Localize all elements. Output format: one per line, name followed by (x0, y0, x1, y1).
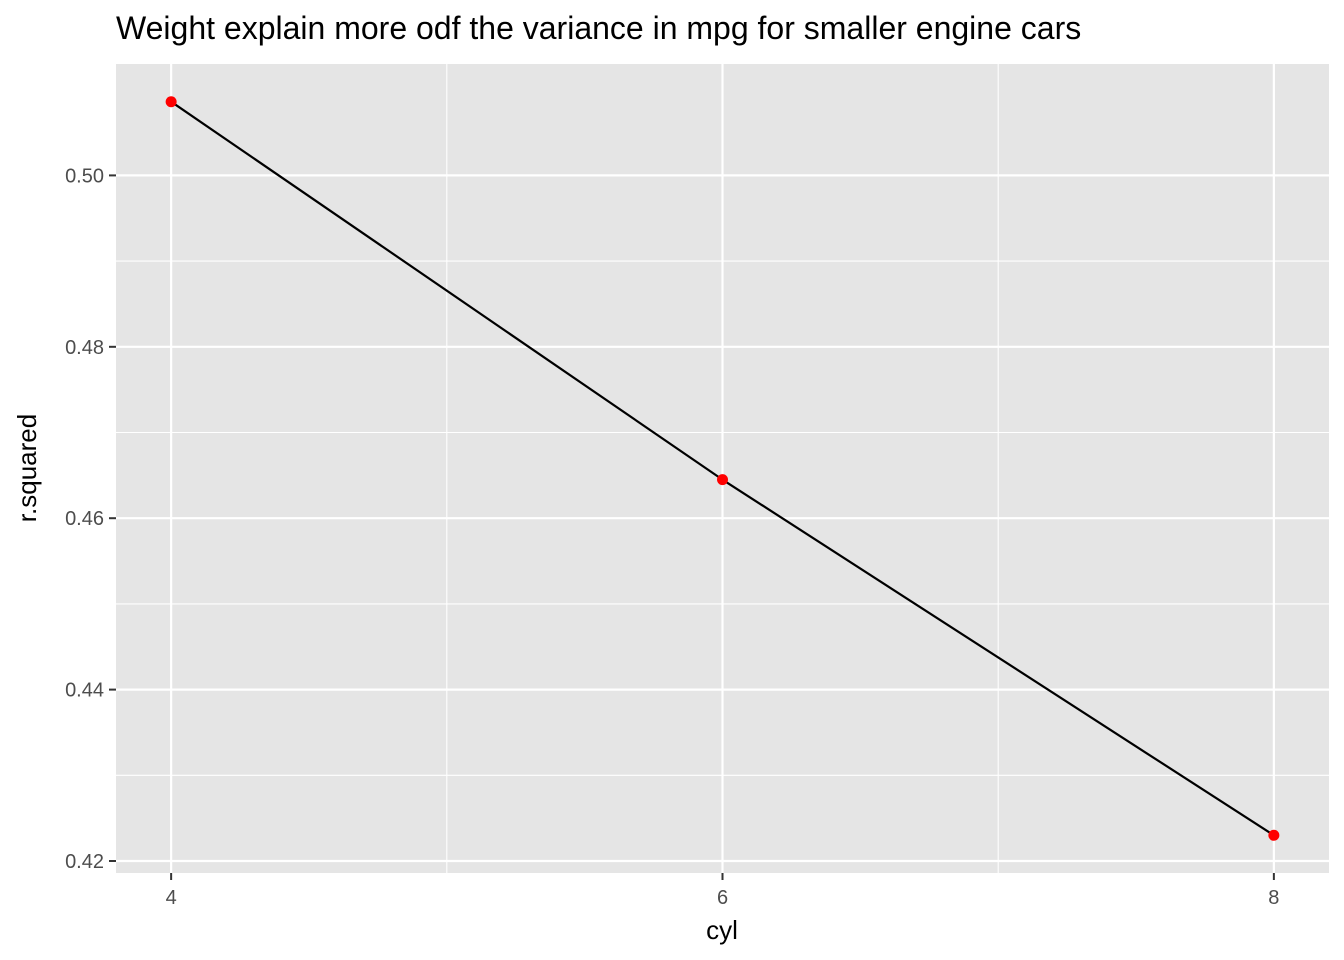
y-tick-label: 0.42 (65, 851, 104, 873)
chart-title: Weight explain more odf the variance in … (116, 10, 1081, 46)
y-tick-label: 0.50 (65, 165, 104, 187)
y-tick-label: 0.48 (65, 337, 104, 359)
data-point (165, 96, 177, 108)
x-tick-label: 8 (1268, 887, 1279, 909)
x-tick-label: 6 (717, 887, 728, 909)
y-tick-label: 0.46 (65, 508, 104, 530)
x-axis-title: cyl (706, 915, 738, 945)
data-point (717, 474, 728, 486)
y-tick-label: 0.44 (65, 680, 104, 702)
data-point (1268, 829, 1280, 841)
major-gridlines (116, 64, 1329, 873)
y-axis-title: r.squared (12, 414, 42, 522)
x-axis: 4 6 8 (166, 873, 1279, 909)
x-tick-label: 4 (166, 887, 177, 909)
data-series (165, 96, 1280, 841)
y-axis: 0.42 0.44 0.46 0.48 0.50 (65, 165, 116, 873)
